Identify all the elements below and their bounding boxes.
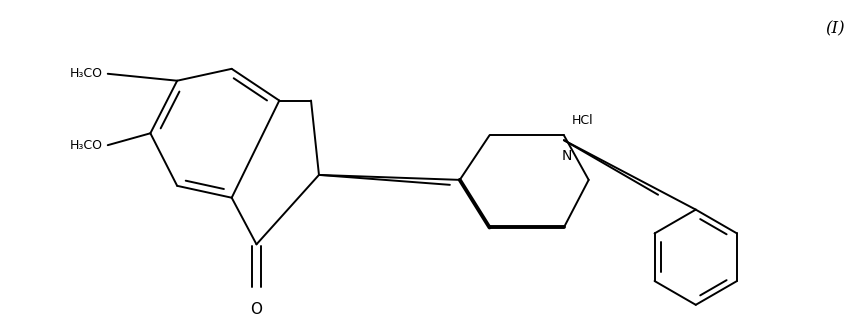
Text: O: O	[251, 302, 262, 317]
Text: (I): (I)	[825, 21, 844, 38]
Text: N: N	[561, 149, 572, 163]
Text: HCl: HCl	[572, 114, 593, 127]
Text: H₃CO: H₃CO	[70, 139, 103, 152]
Text: H₃CO: H₃CO	[70, 67, 103, 80]
